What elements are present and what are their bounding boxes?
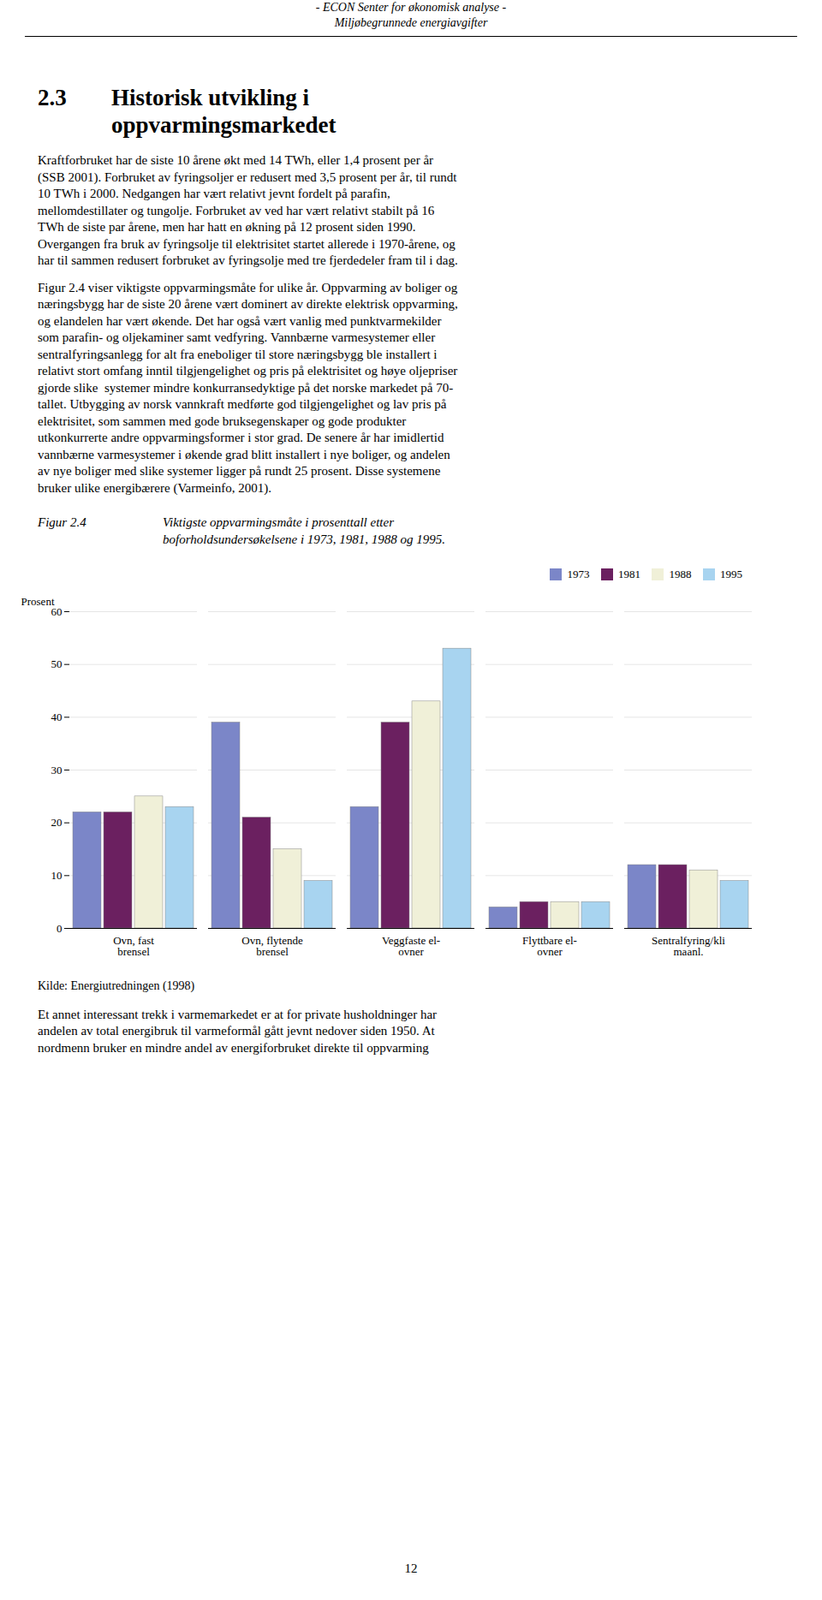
html-text:10 TWh i 2000. Nedgangen har v: 10 TWh i 2000. Nedgangen har vært relati… xyxy=(37,186,391,201)
html-text:Figur 2.4 viser viktigste oppv: Figur 2.4 viser viktigste oppvarmingsmåt… xyxy=(37,280,458,295)
html-text:(SSB 2001). Forbruket av fyrin: (SSB 2001). Forbruket av fyringsoljer er… xyxy=(37,169,457,184)
html-text:Historisk utvikling i: Historisk utvikling i xyxy=(111,84,310,111)
html-text:2.3: 2.3 xyxy=(37,84,67,111)
html-text:og elandelen har vært økende.: og elandelen har vært økende. Det har og… xyxy=(37,313,442,328)
html-text:Viktigste oppvarmingsmåte i pr: Viktigste oppvarmingsmåte i prosenttall … xyxy=(162,515,394,530)
html-text:Kraftforbruket har de siste 10: Kraftforbruket har de siste 10 årene økt… xyxy=(37,153,434,167)
html-text:sentralfyringsanlegg for alt f: sentralfyringsanlegg for alt fra eneboli… xyxy=(37,347,438,361)
svg-text:Flyttbare el-ovner: Flyttbare el-ovner xyxy=(522,933,578,958)
html-text:Miljøbegrunnede energiavgifter: Miljøbegrunnede energiavgifter xyxy=(334,16,488,30)
svg-text:50: 50 xyxy=(51,657,63,671)
html-text:Et annet interessant trekk i v: Et annet interessant trekk i varmemarked… xyxy=(37,1007,437,1022)
html-text:TWh de siste par årene, men ha: TWh de siste par årene, men har hatt en … xyxy=(37,220,416,234)
html-text:12: 12 xyxy=(404,1561,418,1576)
html-text:mellomdestillater og tungolje.: mellomdestillater og tungolje. Forbruket… xyxy=(37,203,435,218)
html-text:Figur 2.4: Figur 2.4 xyxy=(37,515,87,530)
html-text:oppvarmingsmarkedet: oppvarmingsmarkedet xyxy=(111,112,337,138)
svg-text:Veggfaste el-ovner: Veggfaste el-ovner xyxy=(381,933,441,958)
html-text:bruker ulike energibærere (Var: bruker ulike energibærere (Varmeinfo, 20… xyxy=(37,480,272,495)
html-text:utkonkurrerte andre oppvarming: utkonkurrerte andre oppvarmingsformer i … xyxy=(37,430,444,445)
svg-text:20: 20 xyxy=(51,816,63,829)
svg-text:60: 60 xyxy=(50,604,63,618)
html-text:- ECON Senter for økonomisk an: - ECON Senter for økonomisk analyse - xyxy=(315,0,507,14)
html-text:1981: 1981 xyxy=(618,567,641,581)
html-text:næringsbygg har de siste 20 år: næringsbygg har de siste 20 årene vært d… xyxy=(37,297,458,311)
html-text:nordmenn bruker en mindre ande: nordmenn bruker en mindre andel av energ… xyxy=(37,1040,429,1055)
html-text:vannbærne varmesystemer i øken: vannbærne varmesystemer i økende grad bl… xyxy=(37,447,451,462)
svg-text:30: 30 xyxy=(51,762,63,776)
html-text:Kilde: Energiutredningen (1998: Kilde: Energiutredningen (1998) xyxy=(37,979,195,992)
html-text:relativt stort omfang inntil t: relativt stort omfang inntil tilgjengeli… xyxy=(37,363,458,378)
svg-text:40: 40 xyxy=(51,709,63,723)
html-text:andelen av total energibruk ti: andelen av total energibruk til varmefor… xyxy=(37,1024,435,1038)
html-text:som parafin- og oljekaminer sa: som parafin- og oljekaminer samt vedfyri… xyxy=(37,330,436,345)
svg-text:Ovn, flytendebrensel: Ovn, flytendebrensel xyxy=(241,933,304,958)
html-text:Overgangen fra bruk av fyrings: Overgangen fra bruk av fyringsolje til e… xyxy=(37,236,456,251)
svg-text:Sentralfyring/klimaanl.: Sentralfyring/klimaanl. xyxy=(651,933,726,958)
html-text:1973: 1973 xyxy=(567,567,590,581)
html-text:gjorde slike systemer mindre k: gjorde slike systemer mindre konkurranse… xyxy=(37,380,454,395)
html-text:elektrisitet, som sammen med g: elektrisitet, som sammen med gode brukse… xyxy=(37,413,407,428)
html-text:boforholdsundersøkelsene i 197: boforholdsundersøkelsene i 1973, 1981, 1… xyxy=(162,532,446,547)
html-text:tallet. Utbygging av norsk van: tallet. Utbygging av norsk vannkraft med… xyxy=(37,397,447,411)
html-text:1995: 1995 xyxy=(720,567,743,581)
svg-text:10: 10 xyxy=(51,868,63,882)
svg-text:Prosent: Prosent xyxy=(21,594,55,608)
svg-text:Ovn, fastbrensel: Ovn, fastbrensel xyxy=(113,933,155,958)
html-text:1988: 1988 xyxy=(669,567,692,581)
html-text:av nye boliger med slike syste: av nye boliger med slike systemer ligger… xyxy=(37,464,441,478)
svg-text:0: 0 xyxy=(56,921,63,935)
html-text:har til sammen redusert forbru: har til sammen redusert forbruket av fyr… xyxy=(37,253,458,268)
